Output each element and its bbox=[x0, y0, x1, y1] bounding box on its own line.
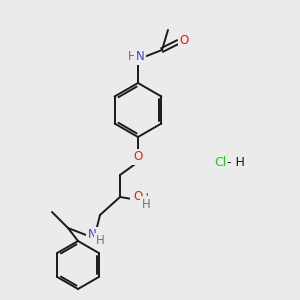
Text: - H: - H bbox=[227, 155, 245, 169]
Text: Cl: Cl bbox=[214, 155, 226, 169]
Text: O: O bbox=[179, 34, 189, 47]
Text: H: H bbox=[96, 235, 104, 248]
Text: N: N bbox=[136, 50, 144, 64]
Text: O: O bbox=[134, 151, 142, 164]
Text: O: O bbox=[134, 190, 142, 203]
Text: OH: OH bbox=[131, 193, 149, 206]
Text: H: H bbox=[128, 50, 136, 64]
Text: N: N bbox=[88, 229, 96, 242]
Text: H: H bbox=[142, 197, 150, 211]
